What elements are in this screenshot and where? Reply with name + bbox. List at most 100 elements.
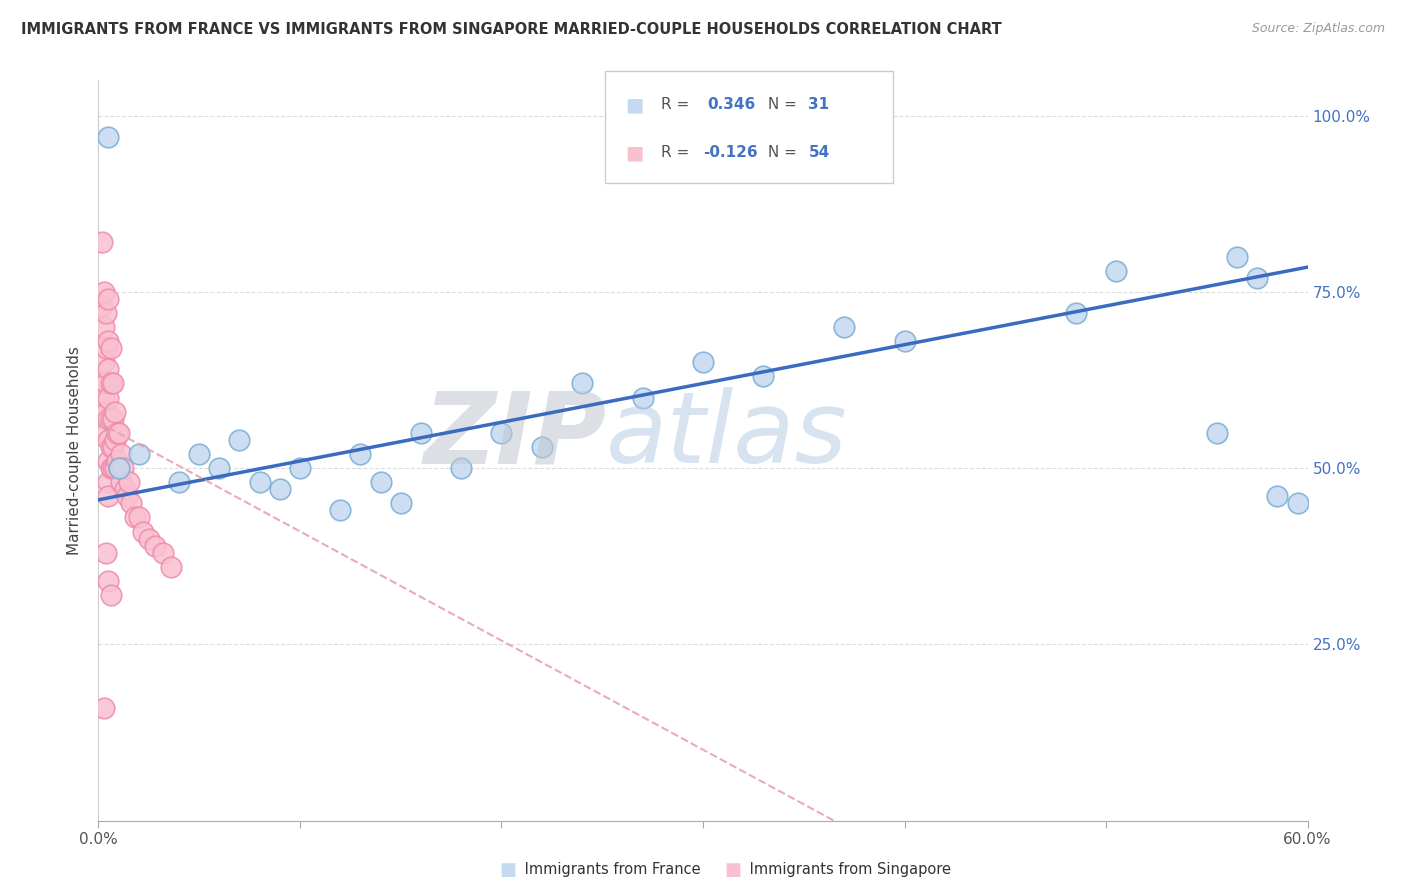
Point (138, 532, 160, 546)
Point (249, 475, 271, 490)
Point (208, 461, 231, 475)
Point (1226, 250, 1249, 264)
Point (571, 376, 593, 391)
Point (152, 546, 174, 560)
Point (128, 510, 150, 524)
Text: N =: N = (763, 97, 803, 112)
Point (100, 411, 122, 425)
Point (97, 574, 120, 588)
Text: ■: ■ (626, 144, 644, 162)
Point (1286, 496, 1309, 510)
Point (91, 299, 114, 313)
Point (93, 355, 115, 369)
Point (118, 475, 141, 490)
Text: ■: ■ (499, 861, 516, 879)
Point (1064, 306, 1087, 320)
Point (96, 306, 118, 320)
Point (752, 369, 775, 384)
Point (96, 405, 118, 419)
Point (97, 292, 120, 306)
Point (107, 461, 129, 475)
Point (349, 447, 371, 461)
Point (832, 320, 855, 334)
Point (491, 425, 513, 440)
Point (893, 334, 915, 348)
Point (692, 355, 714, 369)
Point (1206, 425, 1229, 440)
Point (228, 433, 250, 447)
Point (288, 461, 311, 475)
Text: 31: 31 (808, 97, 830, 112)
Point (97, 475, 120, 490)
Point (111, 461, 134, 475)
Point (97, 334, 120, 348)
Point (100, 341, 122, 355)
Point (100, 461, 122, 475)
Text: 54: 54 (808, 145, 830, 161)
Text: atlas: atlas (606, 387, 848, 484)
Point (128, 447, 150, 461)
Point (389, 496, 412, 510)
Point (370, 475, 392, 490)
Point (100, 440, 122, 454)
Point (107, 425, 129, 440)
Point (1267, 489, 1289, 503)
Text: Immigrants from France: Immigrants from France (520, 863, 700, 877)
Text: -0.126: -0.126 (703, 145, 758, 161)
Point (143, 539, 166, 553)
Text: R =: R = (661, 97, 695, 112)
Point (105, 454, 128, 468)
Text: N =: N = (763, 145, 803, 161)
Text: Immigrants from Singapore: Immigrants from Singapore (745, 863, 952, 877)
Point (96, 341, 118, 355)
Point (120, 496, 142, 510)
Point (188, 447, 211, 461)
Point (167, 475, 190, 490)
Point (101, 411, 124, 425)
Point (269, 482, 291, 496)
Point (97, 454, 120, 468)
Point (329, 503, 352, 517)
Point (93, 701, 115, 715)
Point (450, 461, 472, 475)
Point (115, 489, 138, 503)
Point (110, 475, 132, 490)
Point (160, 559, 183, 574)
Point (409, 425, 432, 440)
Point (97, 391, 120, 405)
Point (101, 440, 124, 454)
Point (103, 461, 125, 475)
Point (105, 425, 128, 440)
Text: R =: R = (661, 145, 695, 161)
Text: 0.346: 0.346 (707, 97, 755, 112)
Point (97, 433, 120, 447)
Point (93, 391, 115, 405)
Point (100, 376, 122, 391)
Point (93, 285, 115, 299)
Point (124, 510, 146, 524)
Text: IMMIGRANTS FROM FRANCE VS IMMIGRANTS FROM SINGAPORE MARRIED-COUPLE HOUSEHOLDS CO: IMMIGRANTS FROM FRANCE VS IMMIGRANTS FRO… (21, 22, 1002, 37)
Point (103, 405, 125, 419)
Point (114, 482, 136, 496)
Point (103, 433, 125, 447)
Point (110, 447, 132, 461)
Point (1246, 270, 1268, 285)
Point (101, 376, 124, 391)
Point (97, 362, 120, 376)
Point (631, 391, 654, 405)
Point (91, 235, 114, 250)
Point (97, 489, 120, 503)
Point (93, 320, 115, 334)
Point (100, 588, 122, 602)
Point (1105, 263, 1128, 277)
Point (96, 376, 118, 391)
Point (97, 411, 120, 425)
Point (97, 129, 120, 144)
Point (101, 461, 124, 475)
Text: ZIP: ZIP (423, 387, 606, 484)
Text: Source: ZipAtlas.com: Source: ZipAtlas.com (1251, 22, 1385, 36)
Point (96, 425, 118, 440)
Text: ■: ■ (626, 95, 644, 114)
Y-axis label: Married-couple Households: Married-couple Households (67, 346, 83, 555)
Point (132, 524, 155, 539)
